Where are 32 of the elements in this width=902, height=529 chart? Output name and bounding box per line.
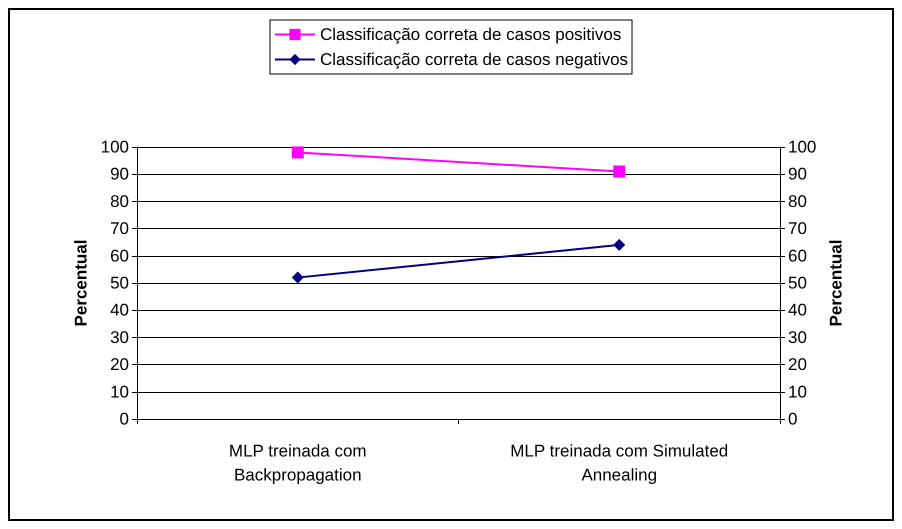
point [613, 165, 626, 178]
x-tick-label: MLP treinada com Backpropagation [228, 442, 367, 484]
point [613, 238, 626, 251]
y-tick-label: 90 [110, 164, 129, 184]
y2-tick-label: 60 [788, 246, 807, 266]
y-tick-label: 100 [100, 138, 129, 156]
y2-tick-label: 80 [788, 192, 807, 211]
y-tick-label: 80 [110, 192, 129, 211]
y-tick-label: 60 [110, 246, 129, 266]
y2-axis-title: Percentual [826, 240, 846, 326]
y2-tick-label: 90 [788, 164, 807, 184]
y-tick-label: 20 [110, 355, 129, 374]
y2-tick-label: 10 [788, 382, 807, 402]
y2-tick-label: 100 [788, 138, 816, 156]
y2-tick-label: 70 [788, 219, 807, 238]
legend-label: Classificação correta de casos negativos [320, 50, 628, 69]
y2-tick-label: 50 [788, 274, 807, 292]
y-tick-label: 70 [110, 219, 129, 238]
y-tick-label: 50 [110, 274, 129, 292]
legend-label: Classificação correta de casos positivos [320, 25, 622, 44]
y-tick-label: 0 [120, 410, 129, 428]
x-tick-label: MLP treinada com Simulated Annealing [510, 442, 728, 484]
y2-tick-label: 40 [788, 300, 807, 320]
y-tick-label: 10 [110, 382, 129, 402]
point [292, 146, 304, 158]
y2-tick-label: 30 [788, 328, 807, 347]
y-axis-title: Percentual [72, 240, 91, 326]
y2-tick-label: 20 [788, 355, 807, 374]
y-tick-label: 40 [110, 300, 129, 320]
y2-tick-label: 0 [788, 410, 798, 428]
point [292, 272, 304, 284]
y-tick-label: 30 [110, 328, 129, 347]
